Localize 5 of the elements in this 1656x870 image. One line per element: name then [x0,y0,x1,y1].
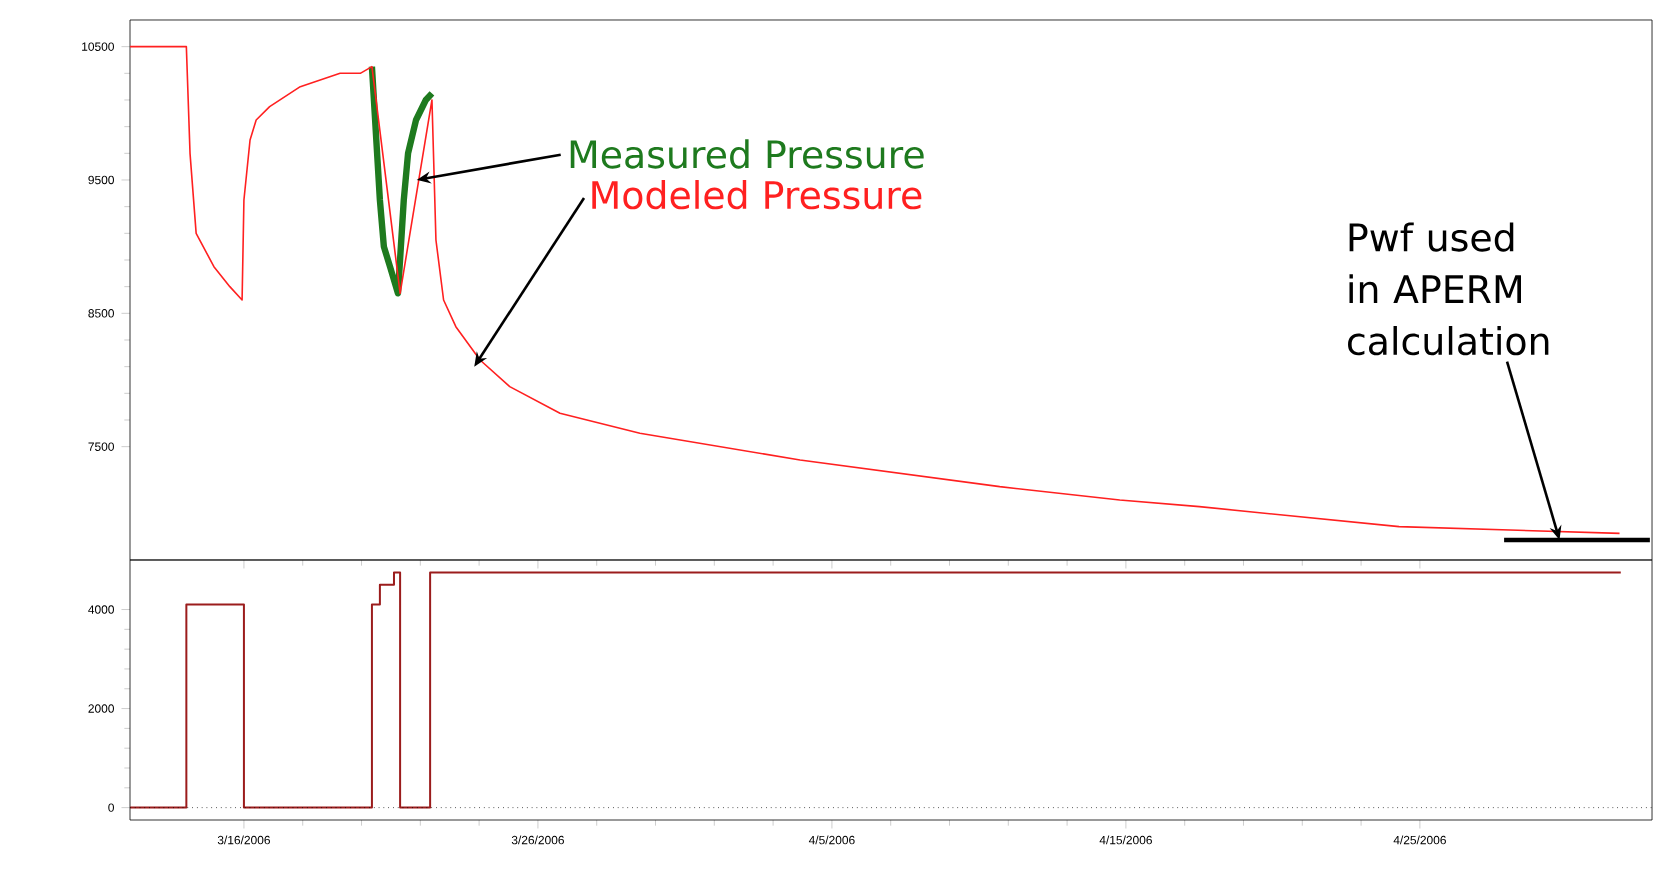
annotation: Measured Pressure [570,139,924,169]
line-series [129,45,1621,535]
line-series [368,63,436,297]
annotation: Pwf used in APERM calculation [1348,222,1549,356]
annotation: Modeled Pressure [592,180,922,210]
